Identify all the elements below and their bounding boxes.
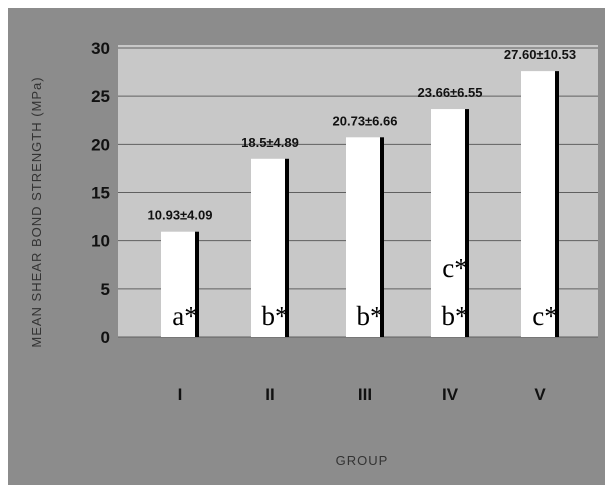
x-tick-label: IV — [442, 385, 459, 404]
data-label: 18.5±4.89 — [241, 135, 299, 150]
bar-shadow — [380, 137, 384, 337]
significance-label: b* — [262, 301, 289, 331]
x-tick-label: I — [178, 385, 183, 404]
bar-shadow — [465, 109, 469, 337]
significance-label: c* — [532, 301, 557, 331]
y-axis-title: MEAN SHEAR BOND STRENGTH (MPa) — [29, 76, 44, 347]
x-tick-labels: I II III IV V — [178, 385, 547, 404]
bar-shadow — [195, 231, 199, 337]
data-label: 10.93±4.09 — [148, 208, 213, 223]
bar-shadow — [555, 71, 559, 338]
data-label: 23.66±6.55 — [418, 85, 483, 100]
bar-shadow — [285, 158, 289, 337]
data-label: 27.60±10.53 — [504, 47, 576, 62]
bar — [251, 158, 285, 337]
bar — [161, 231, 195, 337]
bar — [521, 71, 555, 338]
y-tick-label: 15 — [91, 184, 110, 203]
significance-label: b* — [442, 301, 469, 331]
y-tick-label: 0 — [101, 328, 110, 347]
y-tick-labels: 0 5 10 15 20 25 30 — [91, 39, 110, 347]
value-labels: 10.93±4.09 18.5±4.89 20.73±6.66 23.66±6.55 2… — [148, 47, 577, 223]
x-tick-label: II — [265, 385, 274, 404]
significance-label: b* — [357, 301, 384, 331]
significance-labels: a* b* b* b* c* c* — [172, 253, 557, 331]
y-tick-label: 5 — [101, 280, 110, 299]
x-axis-title: GROUP — [336, 453, 389, 468]
significance-label: c* — [442, 253, 467, 283]
x-tick-label: V — [534, 385, 546, 404]
data-label: 20.73±6.66 — [333, 113, 398, 128]
significance-label: a* — [172, 301, 197, 331]
y-tick-label: 30 — [91, 39, 110, 58]
y-tick-label: 25 — [91, 87, 110, 106]
y-tick-label: 10 — [91, 232, 110, 251]
bar — [431, 109, 465, 337]
bar — [346, 137, 380, 337]
y-tick-label: 20 — [91, 135, 110, 154]
bars — [161, 71, 559, 338]
x-tick-label: III — [358, 385, 372, 404]
